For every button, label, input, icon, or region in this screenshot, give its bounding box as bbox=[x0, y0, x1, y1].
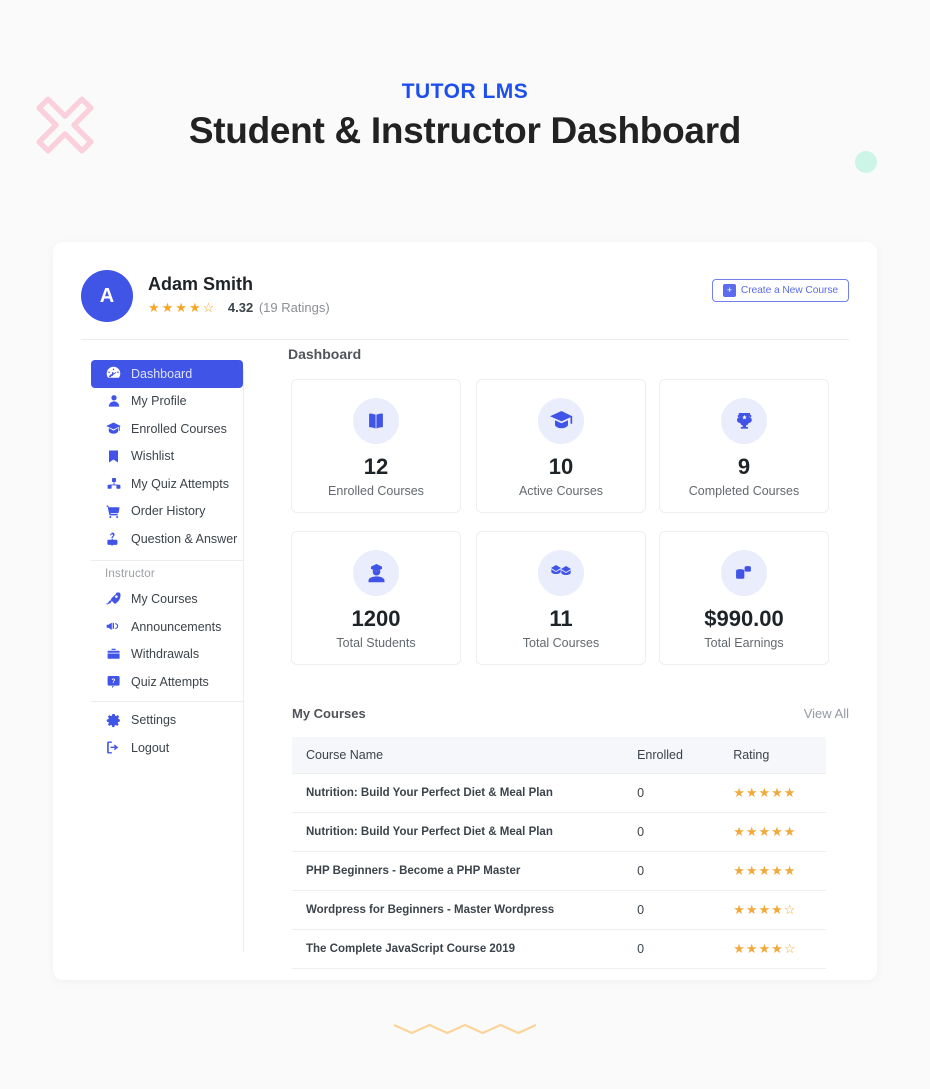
svg-text:?: ? bbox=[111, 678, 115, 685]
